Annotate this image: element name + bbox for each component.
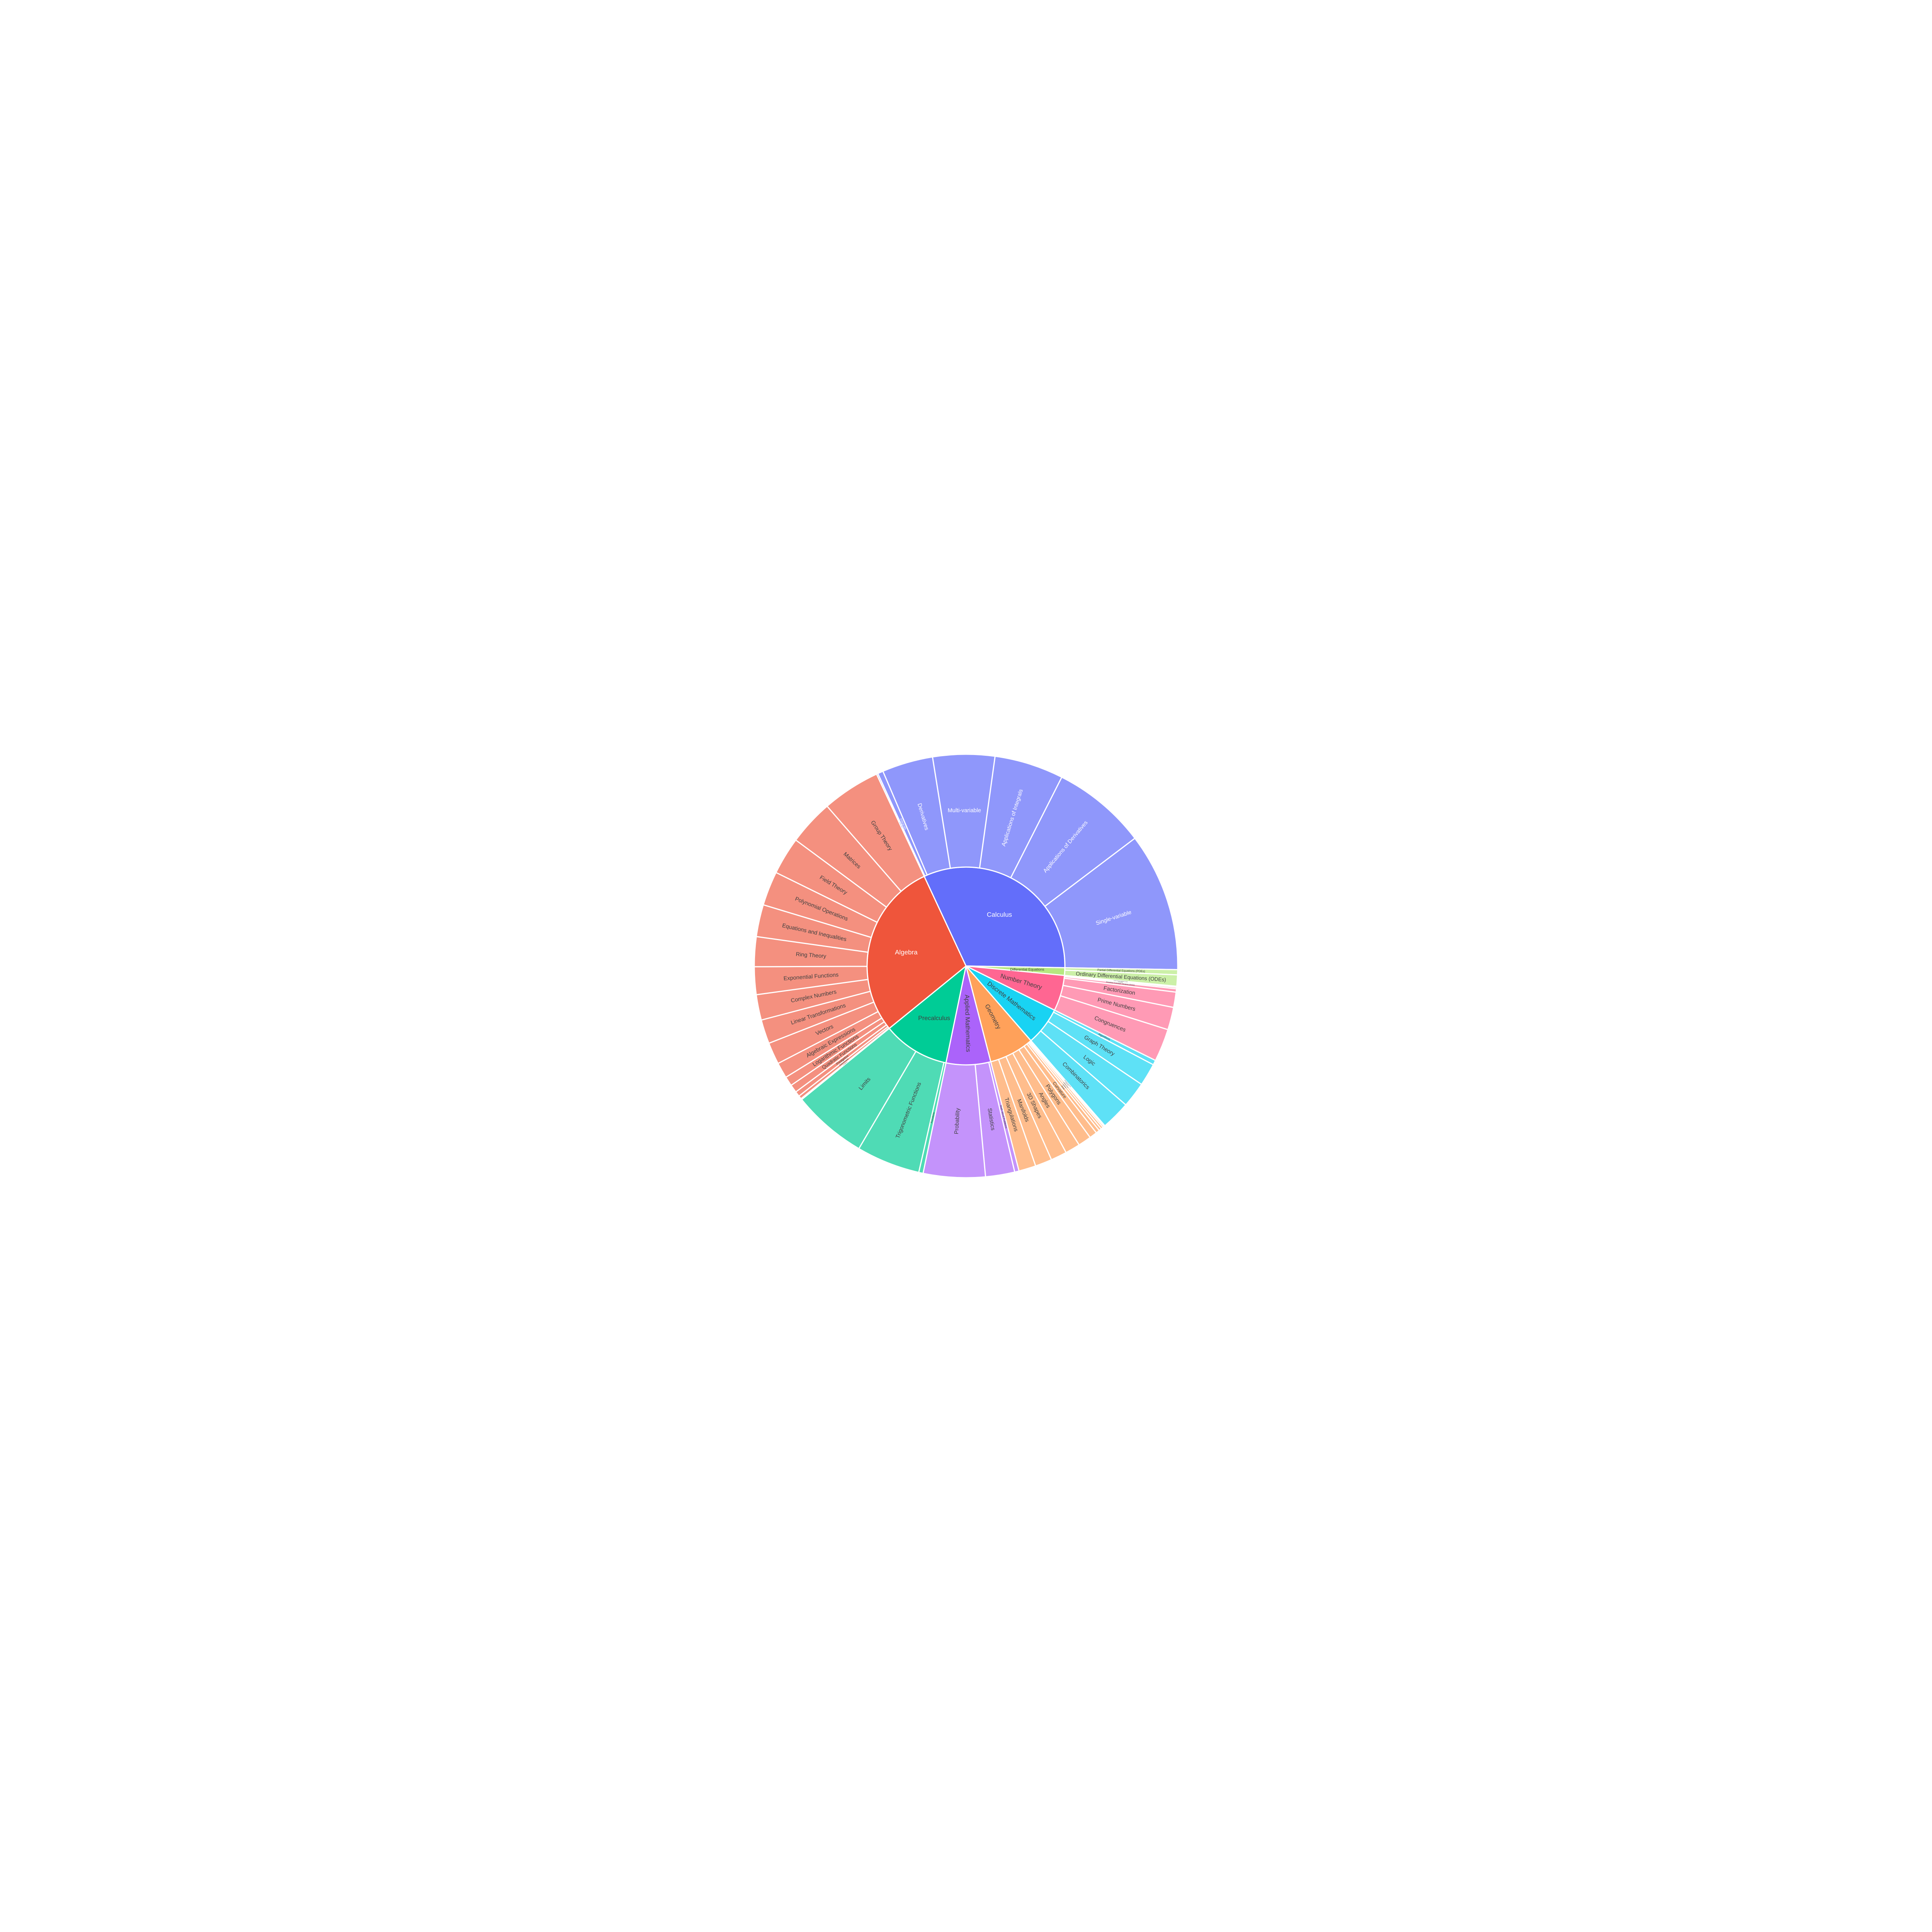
slice-label-related-rates: Related Rates [899,822,903,828]
slice-label-volume: Volume [1062,1084,1066,1088]
slice-label-applied-mathematics: Applied Mathematics [963,995,971,1052]
slice-label-geodesics: Geodesics [1065,1082,1069,1086]
slice-label-ring-theory: Ring Theory [796,951,827,959]
slice-label-precalculus: Precalculus [918,1015,950,1022]
slice-label-differential-equations: Differential Equations [1010,968,1044,971]
slice-label-probability: Probability [954,1107,961,1134]
slice-label-multi-variable: Multi-variable [948,808,981,814]
slice-label-partial-differential-equations-pdes: Partial Differential Equations (PDEs) [1097,968,1145,973]
sunburst-slice-applications-of-integrals[interactable] [979,755,1063,879]
slice-label-calculus: Calculus [987,911,1012,918]
sunburst-slice-single-variable[interactable] [1044,837,1179,971]
sunburst-slice-probability[interactable] [922,1062,986,1179]
sunburst-slice-group-theory[interactable] [826,773,925,892]
slice-label-algebra: Algebra [895,949,918,956]
sunburst-slice-trigonometric-functions[interactable] [858,1051,945,1173]
sunburst-slice-applications-of-derivatives[interactable] [1010,776,1136,907]
sunburst-slice-multi-variable[interactable] [932,753,996,869]
sunburst-chart: Calculus Related Rates Integrals Derivative… [753,753,1179,1179]
slice-label-divisibility: Divisibility [1118,981,1123,983]
slice-label-least-common-multiples-lcm: Least Common Multiples (LCM) [1114,980,1128,983]
sunburst-slice-limits[interactable] [801,1027,917,1150]
